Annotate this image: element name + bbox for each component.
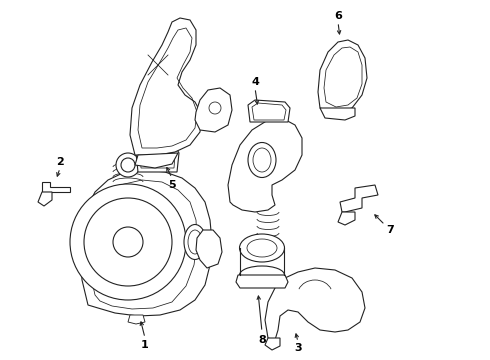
Circle shape — [121, 158, 135, 172]
Polygon shape — [128, 315, 145, 324]
Polygon shape — [228, 118, 302, 212]
Circle shape — [116, 153, 140, 177]
Ellipse shape — [240, 266, 285, 284]
Polygon shape — [80, 170, 212, 316]
Text: 1: 1 — [141, 340, 149, 350]
Polygon shape — [340, 185, 378, 212]
Ellipse shape — [240, 234, 285, 262]
Text: 8: 8 — [258, 335, 266, 345]
Polygon shape — [318, 40, 367, 112]
Circle shape — [84, 198, 172, 286]
Text: 5: 5 — [168, 180, 176, 190]
Ellipse shape — [184, 225, 206, 260]
Text: 4: 4 — [251, 77, 259, 87]
Polygon shape — [136, 146, 179, 172]
Text: 6: 6 — [334, 11, 342, 21]
Polygon shape — [196, 230, 222, 268]
Polygon shape — [265, 268, 365, 340]
Polygon shape — [320, 108, 355, 120]
Text: 3: 3 — [294, 343, 302, 353]
Circle shape — [113, 227, 143, 257]
Text: 7: 7 — [386, 225, 394, 235]
Polygon shape — [130, 18, 202, 155]
Polygon shape — [338, 212, 355, 225]
Circle shape — [209, 102, 221, 114]
Ellipse shape — [248, 143, 276, 177]
Text: 2: 2 — [56, 157, 64, 167]
Polygon shape — [265, 338, 280, 350]
Polygon shape — [38, 192, 52, 206]
Polygon shape — [195, 88, 232, 132]
Polygon shape — [236, 275, 288, 288]
Circle shape — [70, 184, 186, 300]
Polygon shape — [248, 100, 290, 122]
Polygon shape — [135, 153, 178, 168]
Polygon shape — [42, 182, 70, 192]
